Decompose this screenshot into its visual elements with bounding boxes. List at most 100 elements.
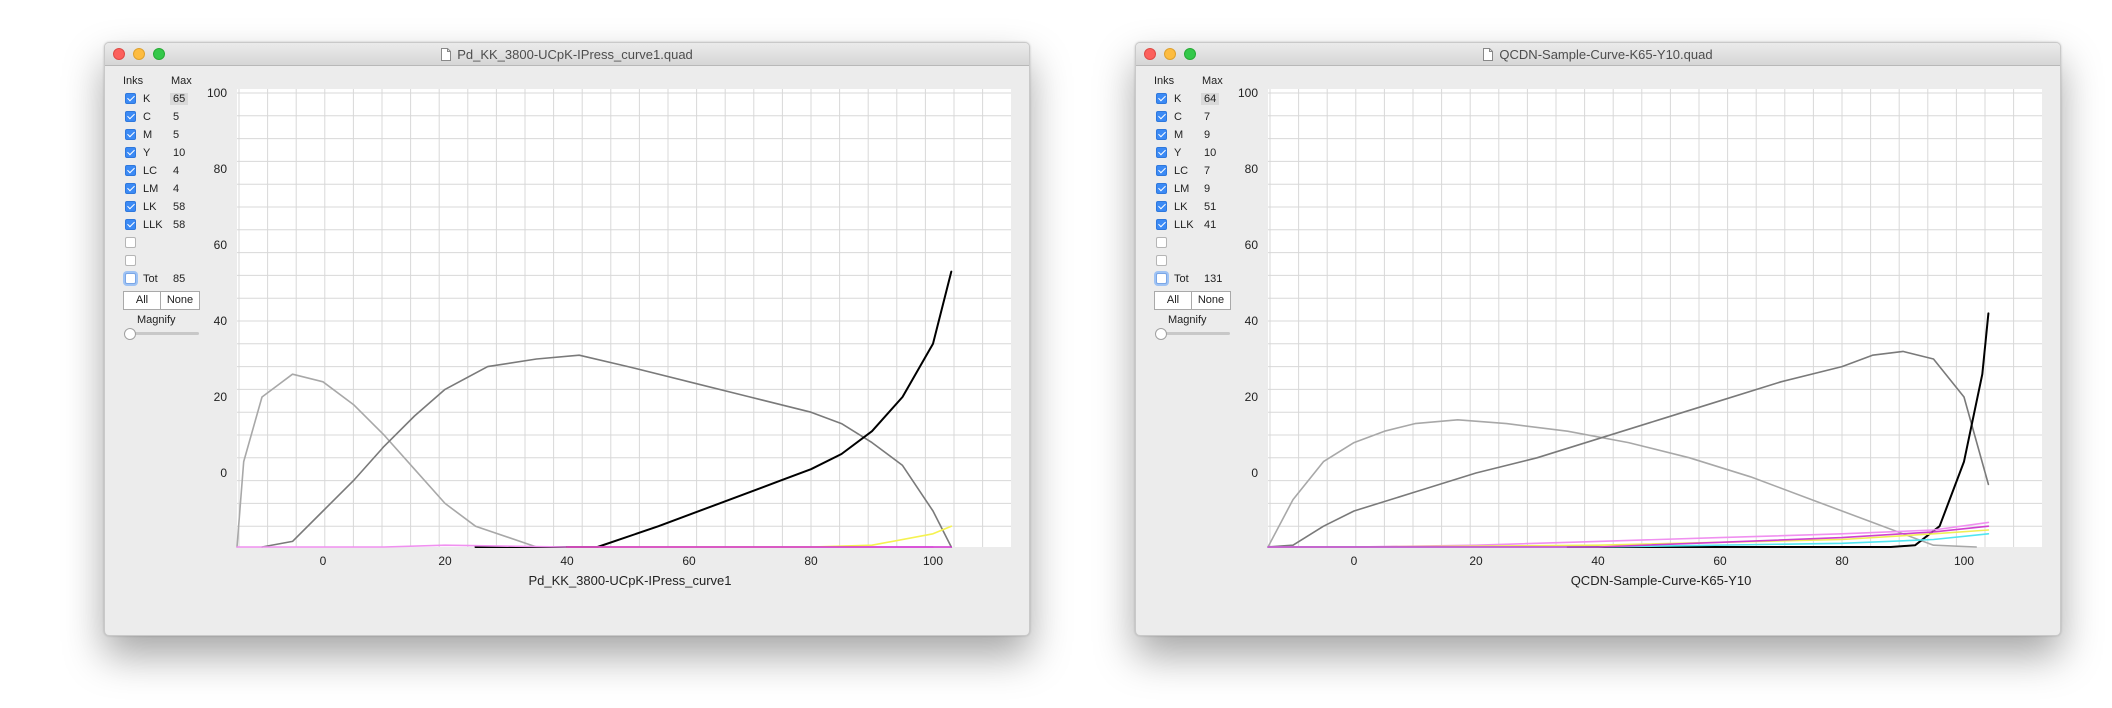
ink-max-value[interactable]: 4 — [173, 183, 180, 195]
curve-plot: 0 20 40 60 80 100 0 20 40 60 80 100 QCDN-Sample-Curv… — [1238, 86, 2042, 588]
x-tick-label: 80 — [1835, 554, 1849, 568]
close-window-button[interactable] — [113, 48, 125, 60]
ink-max-value[interactable]: 10 — [1204, 147, 1217, 159]
ink-max-value[interactable]: 9 — [1204, 129, 1211, 141]
empty-checkbox[interactable] — [125, 237, 136, 248]
ink-checkbox[interactable] — [125, 129, 136, 140]
y-tick-label: 60 — [214, 238, 228, 252]
x-tick-label: 40 — [1591, 554, 1605, 568]
ink-max-value[interactable]: 58 — [173, 219, 186, 231]
title-bar[interactable]: QCDN-Sample-Curve-K65-Y10.quad — [1136, 43, 2060, 66]
ink-name: LK — [143, 201, 157, 213]
x-tick-label: 100 — [923, 554, 943, 568]
ink-name: LK — [1174, 201, 1188, 213]
magnify-label: Magnify — [137, 314, 176, 326]
empty-ink-slot[interactable] — [125, 253, 215, 269]
curve-llk — [1267, 418, 1978, 548]
ink-checkbox[interactable] — [125, 183, 136, 194]
ink-name: K — [143, 93, 151, 105]
ink-row-lm[interactable]: LM 4 — [125, 181, 215, 197]
total-label: Tot — [143, 273, 158, 285]
magnify-slider[interactable] — [124, 328, 199, 340]
ink-name: LM — [1174, 183, 1190, 195]
ink-row-k[interactable]: K 65 — [125, 91, 215, 107]
inks-header: Inks — [123, 75, 144, 87]
zoom-window-button[interactable] — [1184, 48, 1196, 60]
curve-m — [1267, 525, 1990, 548]
y-tick-label: 40 — [1245, 314, 1259, 328]
ink-max-value[interactable]: 5 — [173, 129, 180, 141]
magnify-slider-knob[interactable] — [1155, 328, 1167, 340]
plot-area — [237, 89, 1011, 547]
ink-row-y[interactable]: Y 10 — [125, 145, 215, 161]
ink-row-lc[interactable]: LC 7 — [1156, 163, 1246, 179]
ink-name: LC — [1174, 165, 1189, 177]
ink-checkbox[interactable] — [125, 93, 136, 104]
ink-max-value[interactable]: 7 — [1204, 165, 1211, 177]
ink-checkbox[interactable] — [125, 201, 136, 212]
ink-checkbox[interactable] — [1156, 147, 1167, 158]
ink-checkbox[interactable] — [1156, 93, 1167, 104]
minimize-window-button[interactable] — [1164, 48, 1176, 60]
ink-checkbox[interactable] — [125, 147, 136, 158]
empty-checkbox[interactable] — [125, 255, 136, 266]
close-window-button[interactable] — [1144, 48, 1156, 60]
ink-max-value[interactable]: 5 — [173, 111, 180, 123]
ink-max-value[interactable]: 51 — [1204, 201, 1217, 213]
ink-row-lm[interactable]: LM 9 — [1156, 181, 1246, 197]
plot-area — [1268, 89, 2042, 547]
zoom-window-button[interactable] — [153, 48, 165, 60]
total-value: 85 — [173, 273, 186, 285]
empty-ink-slot[interactable] — [1156, 235, 1246, 251]
none-button[interactable]: None — [160, 291, 200, 310]
ink-checkbox[interactable] — [125, 111, 136, 122]
ink-row-lk[interactable]: LK 58 — [125, 199, 215, 215]
ink-name: K — [1174, 93, 1182, 105]
empty-ink-slot[interactable] — [1156, 253, 1246, 269]
minimize-window-button[interactable] — [133, 48, 145, 60]
ink-max-value[interactable]: 58 — [173, 201, 186, 213]
ink-checkbox[interactable] — [1156, 183, 1167, 194]
x-axis-label: Pd_KK_3800-UCpK-IPress_curve1 — [528, 573, 731, 588]
ink-max-value[interactable]: 9 — [1204, 183, 1211, 195]
total-row[interactable]: Tot 85 — [125, 271, 215, 287]
total-checkbox[interactable] — [1156, 273, 1167, 284]
x-tick-label: 100 — [1954, 554, 1974, 568]
ink-max-value[interactable]: 10 — [173, 147, 186, 159]
magnify-slider-knob[interactable] — [124, 328, 136, 340]
magnify-slider[interactable] — [1155, 328, 1230, 340]
ink-row-lc[interactable]: LC 4 — [125, 163, 215, 179]
x-tick-label: 0 — [320, 554, 327, 568]
window-title-row: QCDN-Sample-Curve-K65-Y10.quad — [1136, 47, 2060, 62]
total-checkbox[interactable] — [125, 273, 136, 284]
empty-ink-slot[interactable] — [125, 235, 215, 251]
ink-checkbox[interactable] — [1156, 111, 1167, 122]
empty-checkbox[interactable] — [1156, 237, 1167, 248]
y-tick-label: 20 — [214, 390, 228, 404]
ink-max-value[interactable]: 41 — [1204, 219, 1217, 231]
ink-max-value[interactable]: 65 — [170, 93, 189, 105]
ink-max-value[interactable]: 64 — [1201, 93, 1220, 105]
ink-checkbox[interactable] — [125, 219, 136, 230]
empty-checkbox[interactable] — [1156, 255, 1167, 266]
total-value: 131 — [1204, 273, 1223, 285]
ink-checkbox[interactable] — [1156, 129, 1167, 140]
ink-checkbox[interactable] — [1156, 219, 1167, 230]
ink-checkbox[interactable] — [125, 165, 136, 176]
ink-row-llk[interactable]: LLK 41 — [1156, 217, 1246, 233]
ink-row-k[interactable]: K 64 — [1156, 91, 1246, 107]
ink-max-value[interactable]: 4 — [173, 165, 180, 177]
ink-checkbox[interactable] — [1156, 165, 1167, 176]
title-bar[interactable]: Pd_KK_3800-UCpK-IPress_curve1.quad — [105, 43, 1029, 66]
ink-max-value[interactable]: 7 — [1204, 111, 1211, 123]
none-button[interactable]: None — [1191, 291, 1231, 310]
total-row[interactable]: Tot 131 — [1156, 271, 1246, 287]
ink-row-y[interactable]: Y 10 — [1156, 145, 1246, 161]
ink-row-lk[interactable]: LK 51 — [1156, 199, 1246, 215]
ink-checkbox[interactable] — [1156, 201, 1167, 212]
ink-row-llk[interactable]: LLK 58 — [125, 217, 215, 233]
